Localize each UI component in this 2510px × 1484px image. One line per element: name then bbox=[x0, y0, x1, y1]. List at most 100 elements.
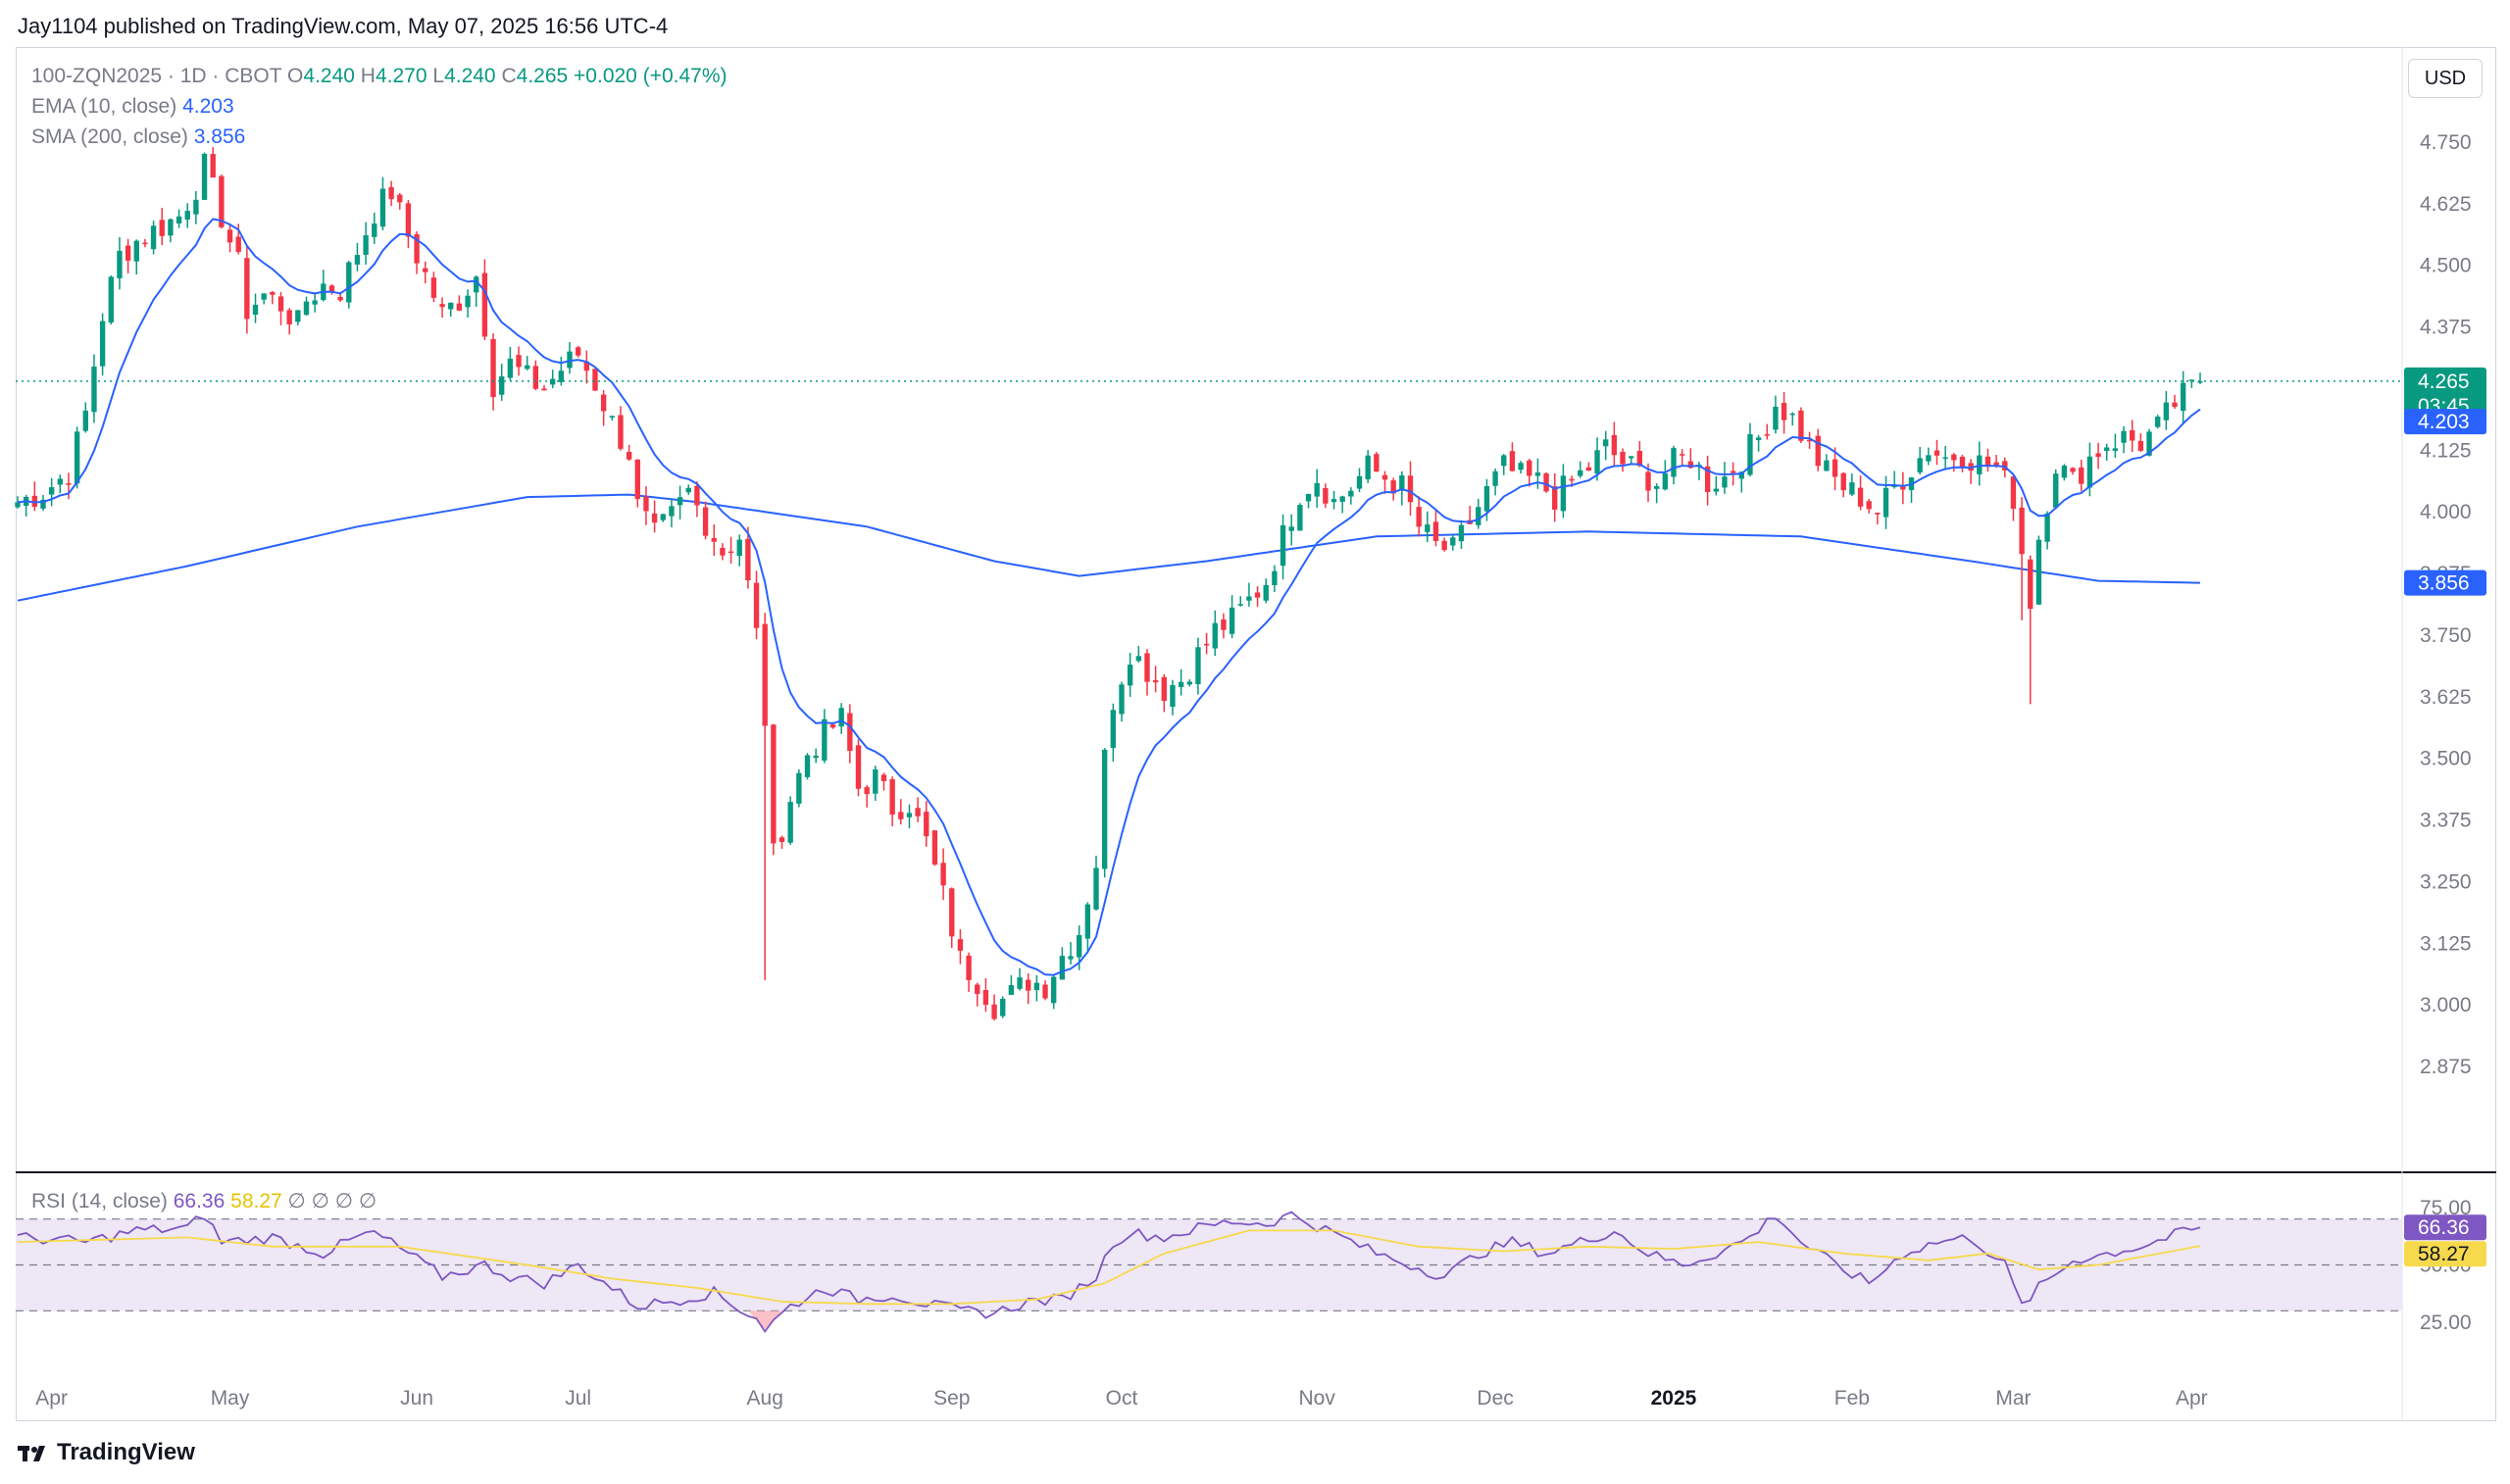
candle-body bbox=[1425, 524, 1431, 532]
candle-body bbox=[1653, 485, 1660, 489]
candle-body bbox=[1203, 643, 1210, 646]
candle bbox=[949, 887, 955, 949]
candle-body bbox=[1229, 607, 1235, 634]
candle-body bbox=[1042, 984, 1048, 999]
candle bbox=[1722, 462, 1728, 494]
candle bbox=[1942, 445, 1948, 470]
rsi-legend[interactable]: RSI (14, close) 66.36 58.27 ∅ ∅ ∅ ∅ bbox=[31, 1189, 376, 1213]
candle-body bbox=[1857, 487, 1864, 507]
candle bbox=[210, 147, 216, 178]
candle bbox=[1152, 666, 1159, 693]
candle bbox=[405, 199, 412, 249]
candle bbox=[133, 239, 139, 275]
candle bbox=[2172, 394, 2178, 410]
candle-body bbox=[1144, 653, 1150, 682]
candle-body bbox=[1773, 406, 1779, 430]
candle bbox=[1832, 447, 1838, 491]
candle bbox=[74, 426, 80, 489]
candle bbox=[1534, 458, 1541, 489]
candle bbox=[626, 444, 632, 462]
candle-body bbox=[720, 547, 726, 556]
rsi-y-tick-label: 75.00 bbox=[2420, 1197, 2472, 1219]
candle-body bbox=[379, 188, 386, 227]
y-tick-label: 2.875 bbox=[2420, 1056, 2472, 1078]
candle-body bbox=[1730, 470, 1736, 473]
x-tick-label: May bbox=[211, 1387, 250, 1410]
candle bbox=[2163, 391, 2170, 430]
candle bbox=[864, 784, 870, 808]
candle-body bbox=[1365, 455, 1371, 479]
candle-body bbox=[465, 295, 471, 308]
candle bbox=[720, 543, 726, 561]
candle-body bbox=[1170, 684, 1176, 708]
candle bbox=[2180, 371, 2186, 425]
candle-body bbox=[1263, 584, 1269, 601]
candle bbox=[1084, 902, 1091, 954]
candle bbox=[778, 835, 785, 850]
candle-body bbox=[1000, 998, 1006, 1016]
candle-body bbox=[1297, 505, 1303, 531]
candle bbox=[1017, 967, 1023, 991]
candle bbox=[906, 804, 913, 829]
candle-body bbox=[1951, 454, 1957, 461]
candle bbox=[541, 384, 547, 391]
legend-symbol-row[interactable]: 100-ZQN2025 · 1D · CBOT O4.240 H4.270 L4… bbox=[31, 61, 728, 91]
candle bbox=[516, 346, 522, 376]
candle bbox=[1662, 460, 1669, 491]
candle bbox=[1696, 461, 1702, 480]
candle-body bbox=[677, 497, 683, 506]
candle bbox=[1330, 490, 1337, 510]
candle-body bbox=[57, 478, 63, 485]
legend-ema-row[interactable]: EMA (10, close) 4.203 bbox=[31, 91, 728, 122]
candle bbox=[1365, 450, 1371, 483]
candle-body bbox=[1476, 507, 1481, 525]
candle bbox=[1178, 668, 1184, 696]
legend-sma-row[interactable]: SMA (200, close) 3.856 bbox=[31, 122, 728, 152]
candle bbox=[1968, 459, 1974, 484]
candle-body bbox=[2028, 559, 2033, 610]
candle-body bbox=[1076, 935, 1082, 958]
x-tick-label: Jun bbox=[400, 1387, 433, 1410]
candle bbox=[1866, 498, 1872, 514]
candle bbox=[1170, 679, 1176, 716]
currency-button[interactable]: USD bbox=[2408, 59, 2483, 98]
candle bbox=[1229, 595, 1235, 639]
candle bbox=[1636, 441, 1643, 468]
candle-body bbox=[2172, 402, 2178, 408]
candle bbox=[1339, 495, 1345, 514]
candle-body bbox=[1620, 451, 1626, 465]
tradingview-brand[interactable]: TradingView bbox=[18, 1439, 195, 1466]
y-tick-label: 4.000 bbox=[2420, 501, 2472, 523]
candle-body bbox=[1585, 467, 1592, 471]
candle bbox=[168, 218, 174, 243]
candle bbox=[787, 796, 793, 845]
candle-body bbox=[133, 240, 139, 262]
candle bbox=[525, 356, 530, 371]
candle bbox=[2112, 433, 2119, 459]
candle bbox=[677, 485, 683, 519]
candle bbox=[82, 402, 88, 433]
candle-body bbox=[558, 371, 565, 382]
legend-high-value: 4.270 bbox=[375, 65, 427, 87]
candle bbox=[1416, 496, 1422, 537]
candle-body bbox=[1747, 433, 1753, 475]
candle-body bbox=[626, 451, 632, 460]
candle-body bbox=[1611, 434, 1618, 456]
candle-body bbox=[1017, 977, 1023, 989]
candle-body bbox=[277, 296, 284, 312]
candle-body bbox=[252, 304, 259, 315]
candle-body bbox=[1127, 665, 1133, 686]
candle-body bbox=[822, 718, 828, 761]
candle-body bbox=[1026, 979, 1031, 991]
candle bbox=[372, 212, 377, 244]
candle bbox=[660, 514, 666, 522]
candle bbox=[430, 272, 437, 303]
candle-body bbox=[1755, 437, 1762, 441]
legend-low-label: L bbox=[432, 65, 445, 87]
candle bbox=[397, 192, 403, 210]
candle-body bbox=[1237, 604, 1243, 606]
candle bbox=[643, 486, 649, 525]
candle bbox=[940, 848, 946, 901]
candle-body bbox=[490, 338, 496, 398]
